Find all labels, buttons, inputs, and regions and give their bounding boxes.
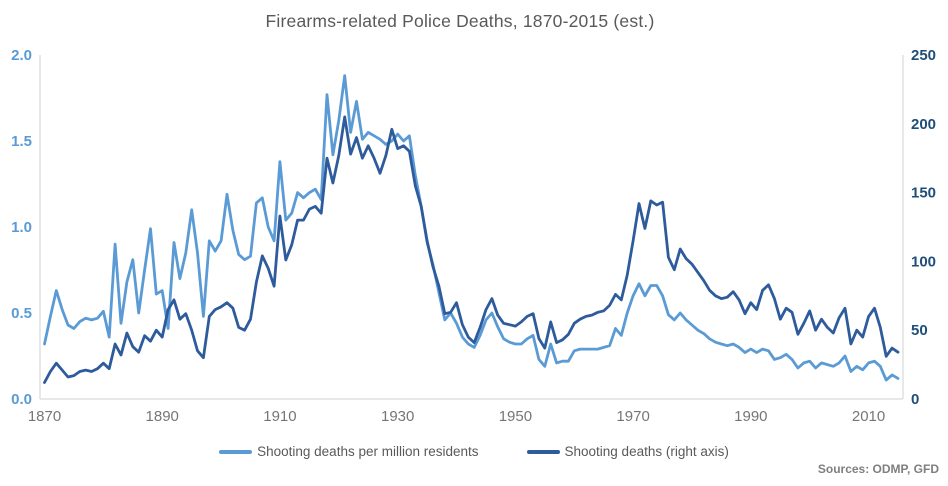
legend-label: Shooting deaths (right axis) [564,444,729,459]
x-axis-tick-label: 2010 [852,408,885,425]
right-axis-tick-label: 250 [911,47,936,64]
series-line-shooting-deaths-right-axis [43,115,900,384]
right-axis-tick-label: 100 [911,253,936,270]
right-axis-tick-label: 200 [911,116,936,133]
source-note: Sources: ODMP, GFD [817,462,939,476]
legend-item-per-million: Shooting deaths per million residents [219,444,479,459]
chart-title: Firearms-related Police Deaths, 1870-201… [265,11,655,31]
series-line-shooting-deaths-per-million [43,74,900,382]
right-axis-tick-label: 50 [911,322,928,339]
left-axis-tick-label: 1.0 [11,219,32,236]
left-axis-tick-label: 0.0 [11,391,32,408]
x-axis-tick-label: 1870 [28,408,61,425]
right-axis-tick-label: 0 [911,391,919,408]
left-axis-tick-label: 1.5 [11,133,32,150]
x-axis-tick-label: 1890 [146,408,179,425]
x-axis-tick-label: 1970 [616,408,649,425]
left-axis-tick-label: 2.0 [11,47,32,64]
x-axis-tick-label: 1910 [263,408,296,425]
x-axis-tick-label: 1930 [381,408,414,425]
x-axis-tick-label: 1950 [499,408,532,425]
left-axis-tick-label: 0.5 [11,305,32,322]
legend-line-marker-light-blue [219,449,253,454]
x-axis-tick-label: 1990 [734,408,767,425]
legend-item-right-axis: Shooting deaths (right axis) [526,444,729,459]
legend: Shooting deaths per million residents Sh… [0,444,948,459]
right-axis-tick-label: 150 [911,185,936,202]
legend-line-marker-dark-blue [526,449,560,454]
legend-label: Shooting deaths per million residents [257,444,479,459]
